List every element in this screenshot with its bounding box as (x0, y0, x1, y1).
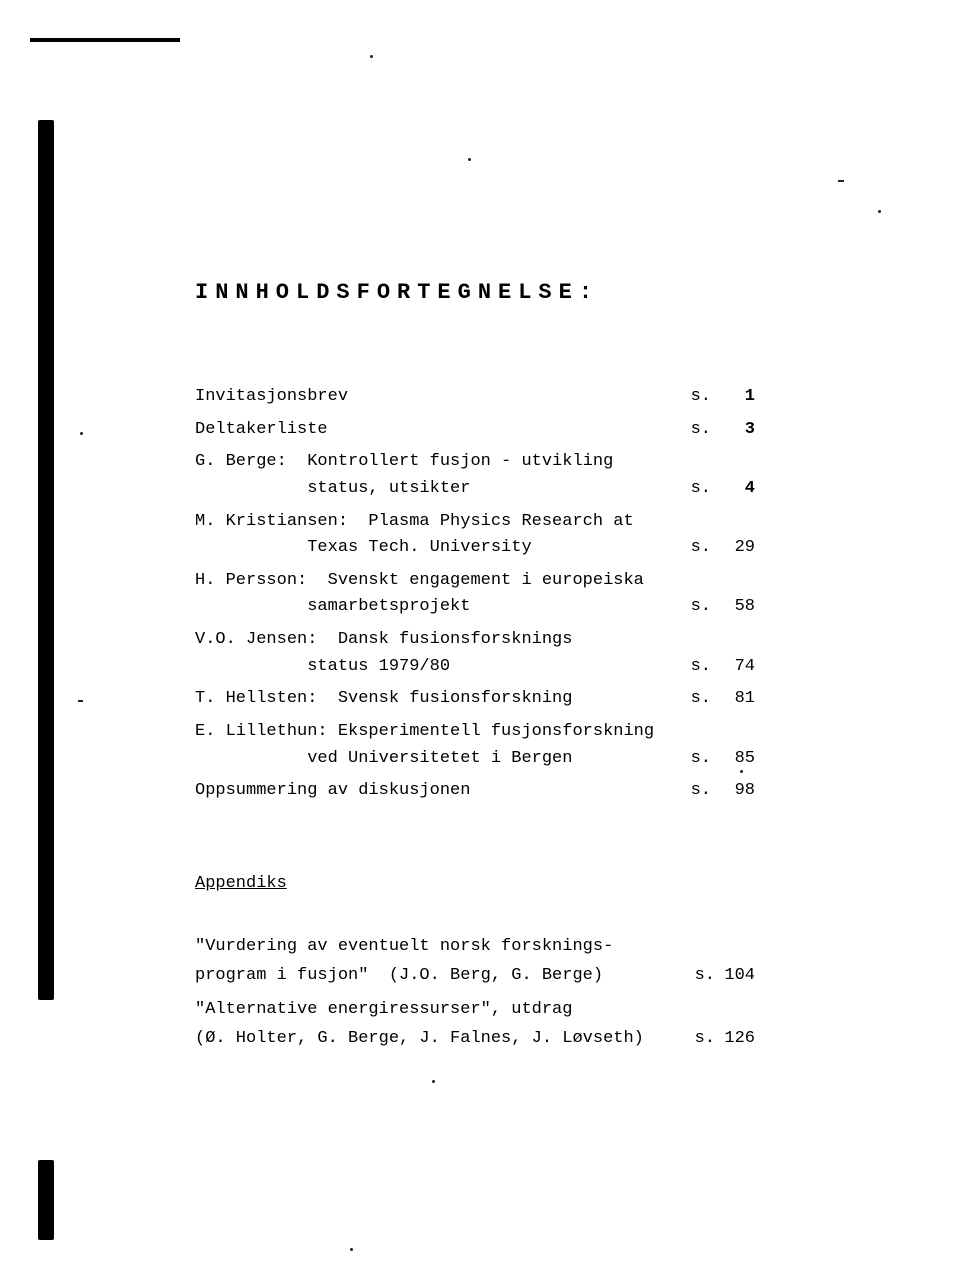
appendix-entry-text: "Alternative energiressurser", utdrag (195, 998, 685, 1023)
toc-entry-text: Deltakerliste (195, 418, 671, 443)
table-of-contents: Invitasjonsbrevs.1Deltakerlistes.3G. Ber… (195, 385, 755, 804)
toc-page-number: 81 (711, 687, 755, 712)
scan-speck (878, 210, 881, 213)
toc-page-number: 85 (711, 747, 755, 772)
toc-row: V.O. Jensen: Dansk fusionsforsknings (195, 628, 755, 653)
toc-s-label: s. (671, 747, 711, 772)
toc-entry-text: ved Universitetet i Bergen (195, 747, 671, 772)
toc-row: Oppsummering av diskusjonens.98 (195, 779, 755, 804)
content-area: INNHOLDSFORTEGNELSE: Invitasjonsbrevs.1D… (195, 280, 755, 1062)
appendix-row: program i fusjon" (J.O. Berg, G. Berge)s… (195, 964, 755, 989)
toc-s-label: s. (671, 418, 711, 443)
appendix-entry-text: "Vurdering av eventuelt norsk forsknings… (195, 935, 685, 960)
toc-row: Texas Tech. Universitys.29 (195, 536, 755, 561)
toc-page-number: 98 (711, 779, 755, 804)
toc-page-number: 3 (711, 418, 755, 443)
appendix-s-label: s. (685, 1027, 715, 1052)
toc-page-number: 29 (711, 536, 755, 561)
toc-s-label: s. (671, 779, 711, 804)
toc-entry-text: status, utsikter (195, 477, 671, 502)
appendix-heading: Appendiks (195, 874, 755, 893)
scan-speck (468, 158, 471, 161)
scan-speck (432, 1080, 435, 1083)
scan-speck (838, 180, 844, 182)
toc-entry-text: samarbetsprojekt (195, 595, 671, 620)
toc-entry-text: M. Kristiansen: Plasma Physics Research … (195, 510, 671, 535)
appendix-list: "Vurdering av eventuelt norsk forsknings… (195, 935, 755, 1062)
toc-page-number: 74 (711, 655, 755, 680)
scan-speck (80, 432, 83, 435)
binding-spine (38, 120, 54, 1000)
toc-page-number: 1 (711, 385, 755, 410)
toc-row: Deltakerlistes.3 (195, 418, 755, 443)
toc-row: status 1979/80s.74 (195, 655, 755, 680)
toc-entry-text: G. Berge: Kontrollert fusjon - utvikling (195, 450, 671, 475)
toc-s-label: s. (671, 477, 711, 502)
toc-row: M. Kristiansen: Plasma Physics Research … (195, 510, 755, 535)
scan-speck (370, 55, 373, 58)
toc-row: status, utsikters.4 (195, 477, 755, 502)
toc-s-label: s. (671, 536, 711, 561)
toc-entry-text: Texas Tech. University (195, 536, 671, 561)
appendix-entry-text: (Ø. Holter, G. Berge, J. Falnes, J. Løvs… (195, 1027, 685, 1052)
document-page: INNHOLDSFORTEGNELSE: Invitasjonsbrevs.1D… (0, 0, 960, 1278)
toc-entry-text: E. Lillethun: Eksperimentell fusjonsfors… (195, 720, 671, 745)
toc-entry-text: H. Persson: Svenskt engagement i europei… (195, 569, 671, 594)
toc-entry-text: V.O. Jensen: Dansk fusionsforsknings (195, 628, 671, 653)
binding-spine-lower (38, 1160, 54, 1240)
toc-entry-text: Invitasjonsbrev (195, 385, 671, 410)
appendix-entry-text: program i fusjon" (J.O. Berg, G. Berge) (195, 964, 685, 989)
toc-row: E. Lillethun: Eksperimentell fusjonsfors… (195, 720, 755, 745)
scan-speck (350, 1248, 353, 1251)
toc-entry-text: Oppsummering av diskusjonen (195, 779, 671, 804)
appendix-s-label: s. (685, 964, 715, 989)
toc-row: H. Persson: Svenskt engagement i europei… (195, 569, 755, 594)
appendix-row: "Alternative energiressurser", utdrag (195, 998, 755, 1023)
toc-page-number: 4 (711, 477, 755, 502)
toc-s-label: s. (671, 655, 711, 680)
appendix-page-number: 126 (715, 1027, 755, 1052)
scan-speck (78, 700, 83, 702)
toc-s-label: s. (671, 595, 711, 620)
toc-row: Invitasjonsbrevs.1 (195, 385, 755, 410)
toc-row: G. Berge: Kontrollert fusjon - utvikling (195, 450, 755, 475)
toc-entry-text: T. Hellsten: Svensk fusionsforskning (195, 687, 671, 712)
page-title: INNHOLDSFORTEGNELSE: (195, 280, 755, 305)
toc-row: samarbetsprojekts.58 (195, 595, 755, 620)
top-edge-mark (30, 38, 180, 42)
toc-row: ved Universitetet i Bergens.85 (195, 747, 755, 772)
toc-s-label: s. (671, 687, 711, 712)
toc-page-number: 58 (711, 595, 755, 620)
appendix-page-number: 104 (715, 964, 755, 989)
toc-s-label: s. (671, 385, 711, 410)
toc-row: T. Hellsten: Svensk fusionsforsknings.81 (195, 687, 755, 712)
toc-entry-text: status 1979/80 (195, 655, 671, 680)
appendix-row: "Vurdering av eventuelt norsk forsknings… (195, 935, 755, 960)
appendix-row: (Ø. Holter, G. Berge, J. Falnes, J. Løvs… (195, 1027, 755, 1052)
